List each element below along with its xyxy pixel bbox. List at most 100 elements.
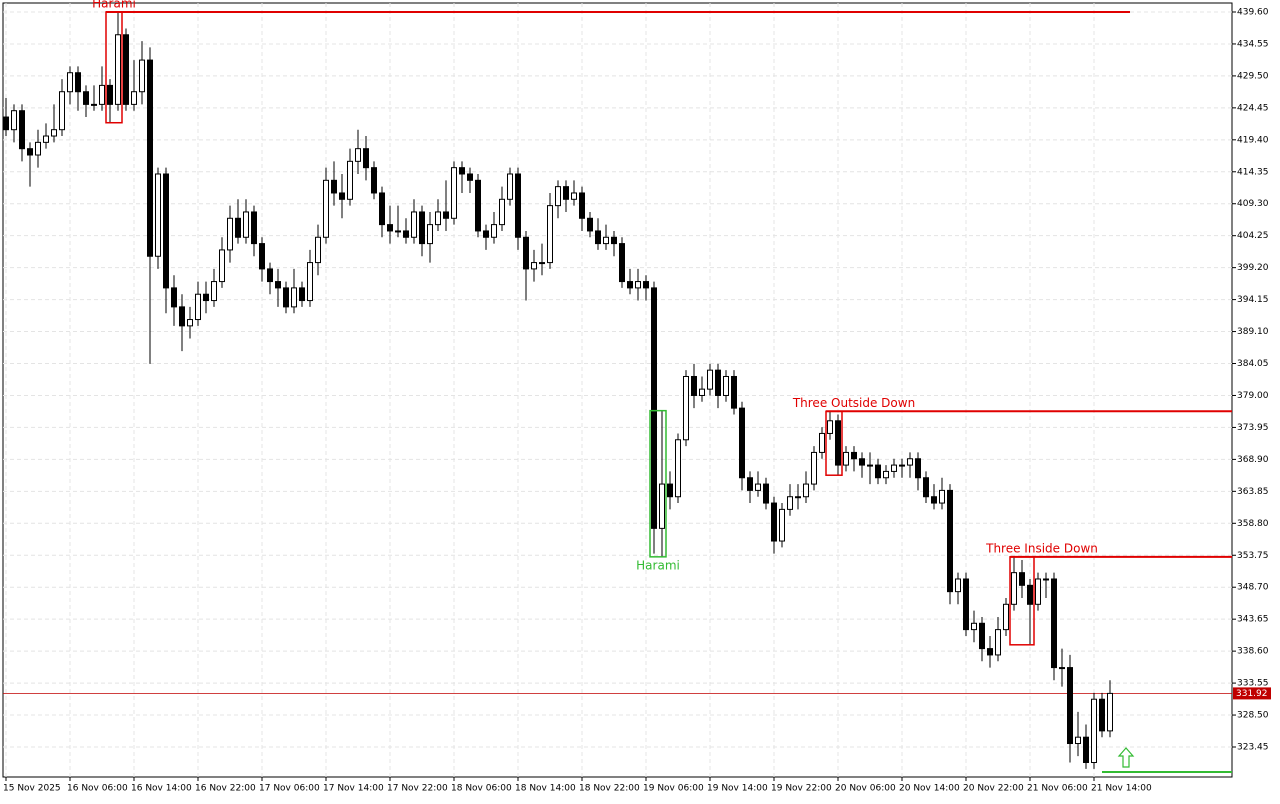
candle-body [1027,584,1033,605]
candle-body [595,230,601,245]
x-tick-label: 19 Nov 06:00 [643,784,704,794]
y-tick-label: 404.25 [1237,231,1269,241]
x-tick-label: 21 Nov 14:00 [1091,784,1152,794]
candle-body [563,186,569,200]
candle-body [347,160,353,200]
candle-body [1091,698,1097,764]
candle-body [787,496,793,510]
x-tick-label: 20 Nov 14:00 [899,784,960,794]
candle-body [923,477,929,498]
candle-body [1059,667,1065,670]
x-tick-label: 15 Nov 2025 [3,784,61,794]
candle-body [451,167,457,219]
y-tick-label: 333.55 [1237,679,1269,689]
y-tick-label: 379.00 [1237,391,1269,401]
candle-body [1107,692,1113,732]
y-tick-label: 429.50 [1237,71,1269,81]
candle-body [19,110,25,150]
candle-body [1051,578,1057,669]
candle-body [3,116,9,131]
candle-body [283,287,289,308]
candle-body [107,84,113,105]
candle-body [811,451,817,485]
candle-body [243,211,249,238]
candle-body [83,91,89,105]
pattern-box [649,409,667,558]
candle-body [867,464,873,467]
candle-body [475,179,481,232]
candle-body [267,268,273,283]
x-tick-label: 20 Nov 22:00 [963,784,1024,794]
candle-body [515,173,521,238]
y-tick-label: 328.50 [1237,711,1269,721]
candle-body [179,306,185,327]
y-tick-label: 323.45 [1237,743,1269,753]
candle-body [851,451,857,460]
y-tick-label: 394.15 [1237,295,1269,305]
candle-body [843,451,849,466]
candle-body [611,236,617,245]
x-tick-label: 19 Nov 22:00 [771,784,832,794]
candle-body [59,91,65,131]
candle-body [523,236,529,270]
candle-body [11,110,17,131]
candle-body [579,192,585,219]
candle-body [859,458,865,466]
y-tick-label: 348.70 [1237,583,1269,593]
candle-body [899,464,905,467]
candle-body [99,84,105,105]
candle-body [467,173,473,181]
y-tick-label: 384.05 [1237,359,1269,369]
candle-body [555,186,561,207]
candle-body [35,141,41,156]
candle-body [1035,578,1041,605]
y-tick-label: 419.40 [1237,135,1269,145]
candle-body [291,287,297,308]
candle-body [763,483,769,504]
candle-body [651,287,657,529]
candle-body [395,230,401,233]
x-tick-label: 17 Nov 22:00 [387,784,448,794]
candle-body [1043,578,1049,581]
candle-body [139,59,145,93]
candle-body [491,224,497,238]
last-price-label: 331.92 [1236,689,1268,699]
candle-body [355,148,361,162]
candle-body [587,217,593,232]
candle-body [987,648,993,656]
x-tick-label: 16 Nov 14:00 [131,784,192,794]
candle-body [1067,667,1073,745]
x-tick-label: 18 Nov 22:00 [579,784,640,794]
candle-body [75,72,81,93]
candle-body [211,281,217,302]
candle-body [275,281,281,289]
candle-body [219,249,225,283]
candle-body [915,458,921,479]
candle-body [115,34,121,105]
y-tick-label: 389.10 [1237,327,1269,337]
candle-body [907,458,913,466]
candle-body [27,148,33,156]
candle-body [1003,603,1009,631]
candle-body [619,243,625,283]
x-tick-label: 19 Nov 14:00 [707,784,768,794]
candle-body [315,236,321,264]
candle-body [379,192,385,226]
candle-body [51,129,57,137]
pattern-label: Harami [636,558,680,572]
candle-body [1011,572,1017,605]
candle-body [307,262,313,302]
candle-body [363,148,369,169]
candle-body [723,375,729,396]
candle-body [699,388,705,396]
candle-body [419,211,425,245]
candle-body [67,72,73,93]
signal-arrow [1117,747,1135,768]
candle-body [635,281,641,289]
candle-body [427,224,433,245]
x-tick-label: 16 Nov 22:00 [195,784,256,794]
candle-body [331,179,337,194]
x-tick-label: 18 Nov 06:00 [451,784,512,794]
y-tick-label: 353.75 [1237,551,1269,561]
candle-body [339,192,345,200]
